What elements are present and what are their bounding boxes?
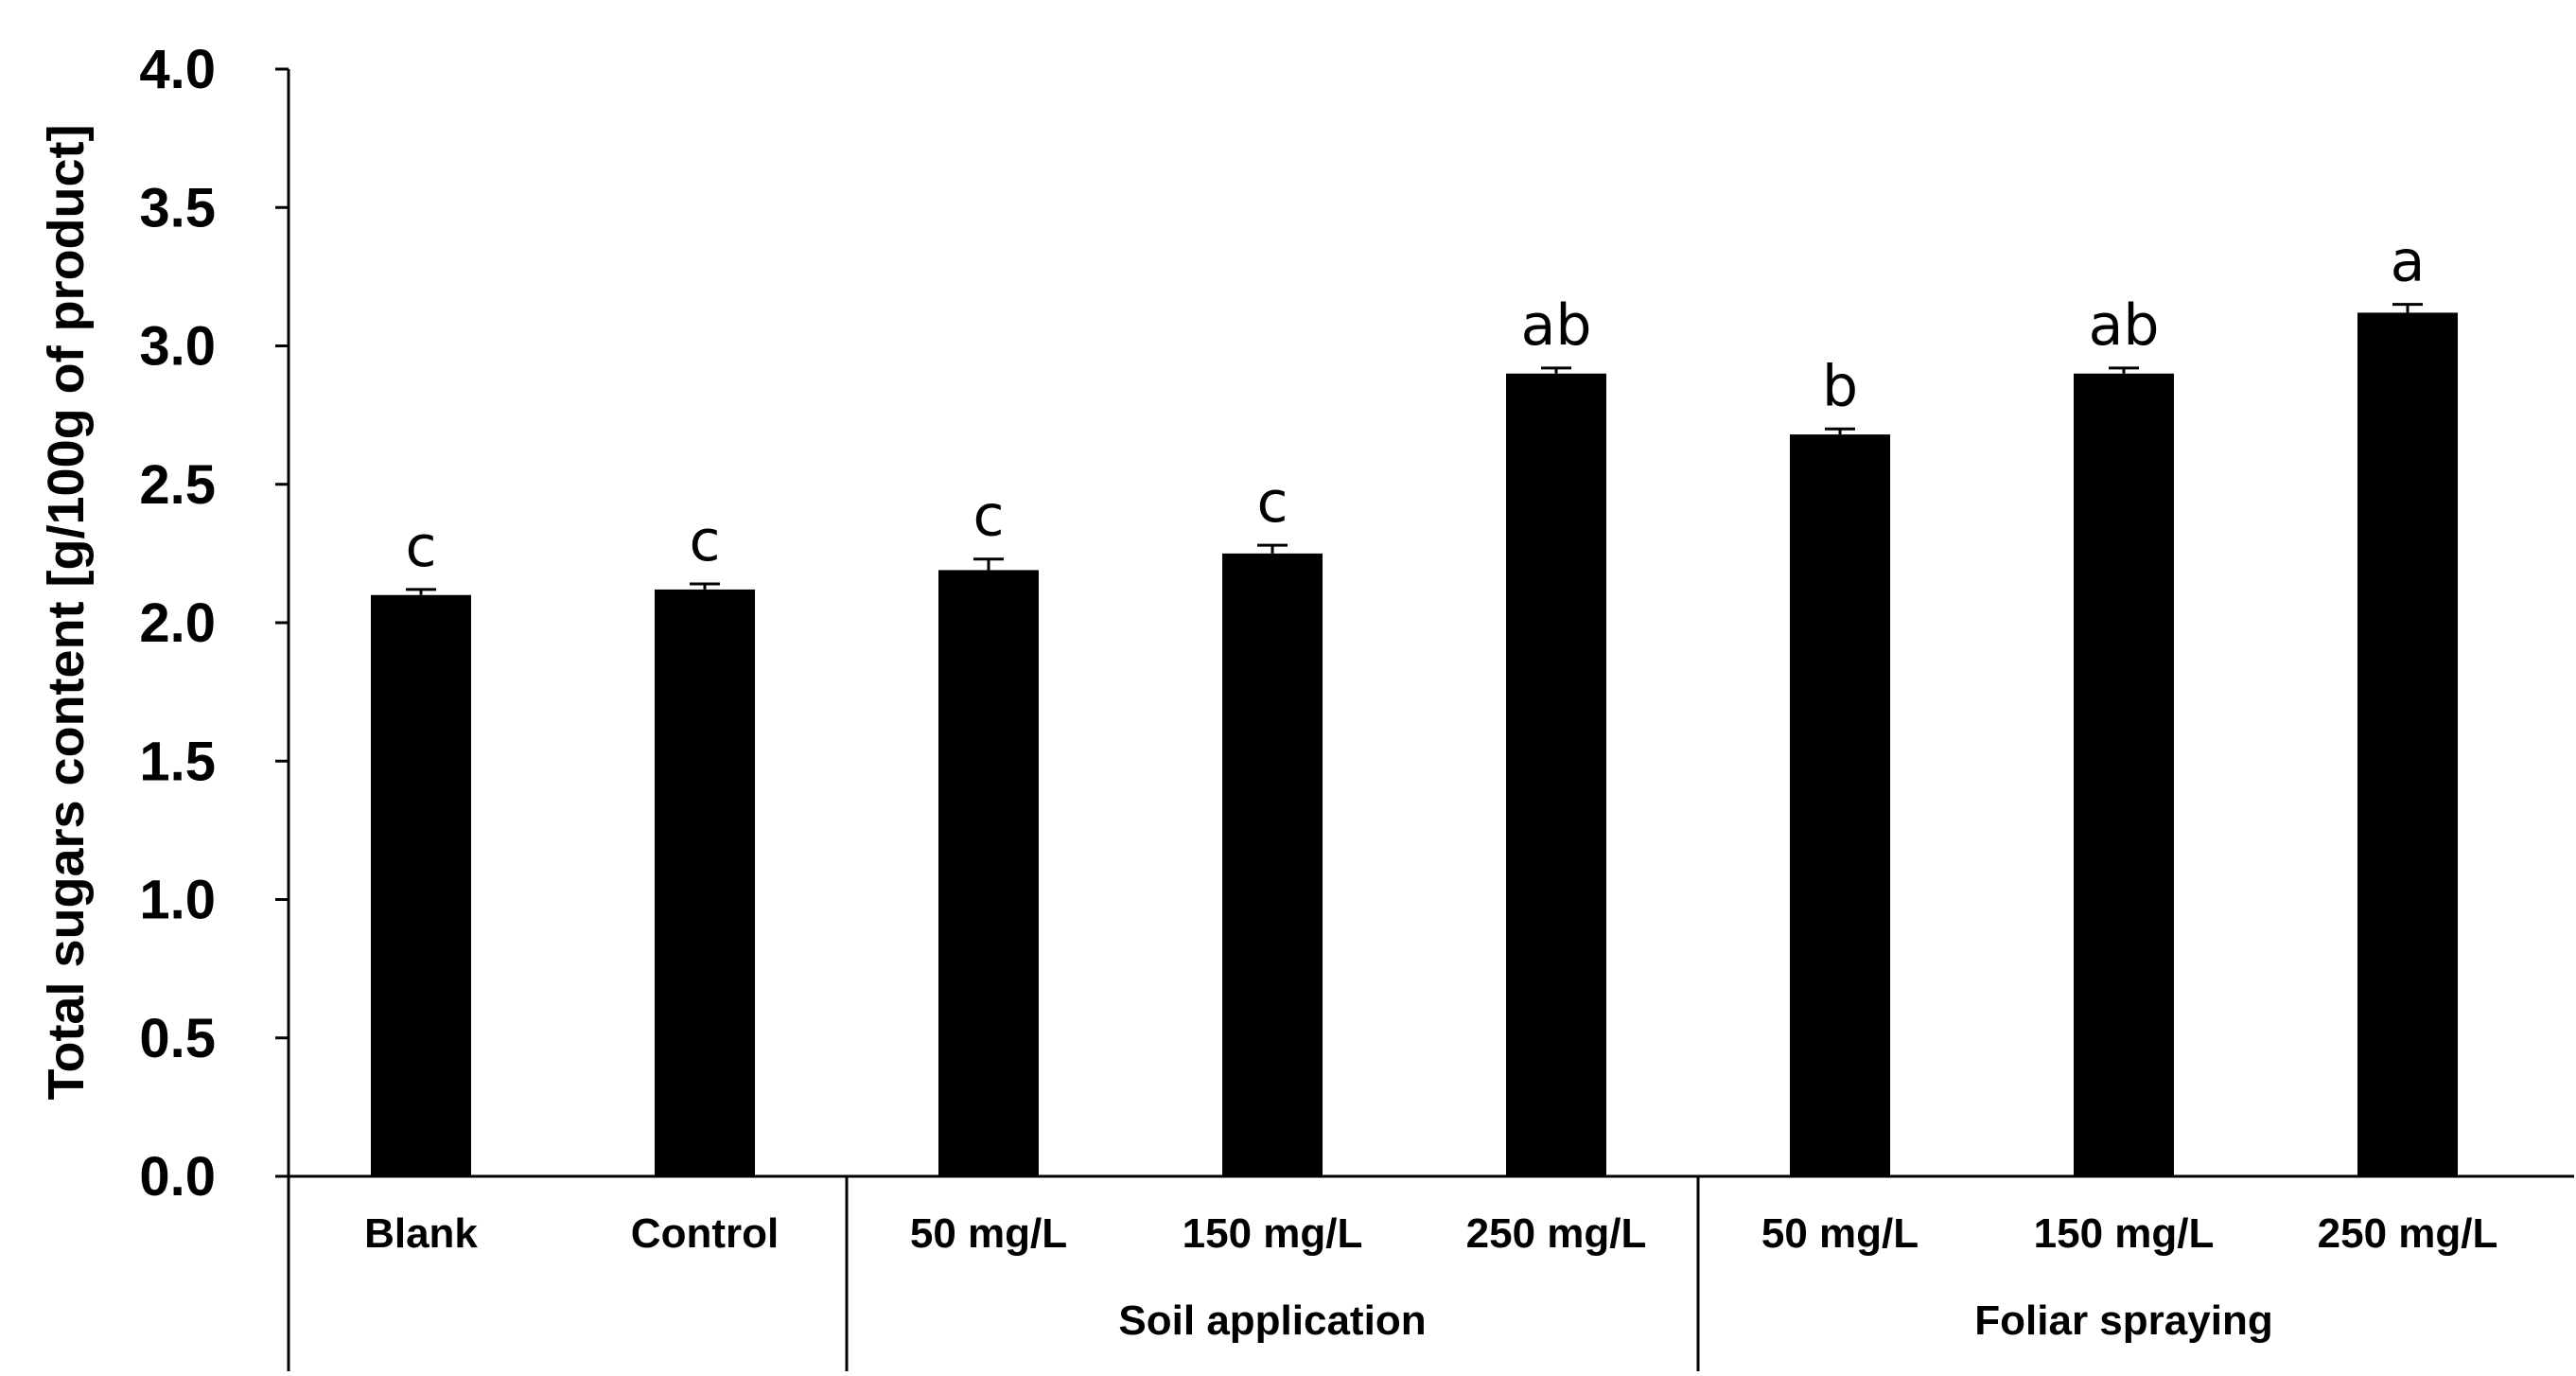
group-label: Soil application — [1118, 1297, 1426, 1344]
group-labels: Soil application Foliar spraying — [287, 1176, 2273, 1371]
y-tick-label: 1.5 — [139, 731, 216, 792]
bar — [938, 570, 1039, 1176]
x-tick-label: 250 mg/L — [2318, 1210, 2498, 1257]
y-tick-label: 3.5 — [139, 177, 216, 238]
significance-label: ab — [1521, 292, 1592, 359]
significance-label: c — [1257, 469, 1288, 536]
y-tick-label: 2.5 — [139, 454, 216, 516]
y-tick-label: 1.0 — [139, 870, 216, 931]
x-axis-labels: Blank Control 50 mg/L 150 mg/L 250 mg/L 50 mg… — [364, 1210, 2497, 1257]
y-tick-label: 0.5 — [139, 1008, 216, 1069]
y-axis-title: Total sugars content [g/100g of product] — [38, 124, 95, 1100]
group-label: Foliar spraying — [1974, 1297, 2272, 1344]
significance-label: a — [2391, 229, 2426, 295]
bar — [2357, 312, 2458, 1176]
bars — [371, 312, 2458, 1177]
x-tick-label: 50 mg/L — [910, 1210, 1067, 1257]
y-axis-ticks: 0.0 0.5 1.0 1.5 2.0 2.5 3.0 3.5 4.0 — [139, 39, 289, 1208]
x-tick-label: Control — [631, 1210, 779, 1257]
x-tick-label: 50 mg/L — [1761, 1210, 1919, 1257]
significance-label: c — [973, 484, 1005, 550]
significance-labels: c c c c ab b ab a — [406, 229, 2426, 580]
x-tick-label: 250 mg/L — [1466, 1210, 1647, 1257]
significance-label: c — [406, 514, 437, 580]
bar — [1790, 434, 1890, 1177]
x-tick-label: 150 mg/L — [2034, 1210, 2215, 1257]
axes — [287, 69, 2574, 1178]
bar — [1506, 373, 1606, 1176]
x-tick-label: Blank — [364, 1210, 478, 1257]
y-axis-title-group: Total sugars content [g/100g of product] — [38, 124, 95, 1100]
error-bars — [406, 303, 2423, 595]
bar — [2074, 373, 2174, 1176]
y-tick-label: 2.0 — [139, 592, 216, 654]
bar — [655, 589, 755, 1176]
y-tick-label: 0.0 — [139, 1146, 216, 1208]
significance-label: b — [1822, 353, 1858, 419]
significance-label: ab — [2089, 292, 2160, 359]
bar — [371, 594, 471, 1176]
y-tick-label: 4.0 — [139, 39, 216, 100]
bar — [1222, 553, 1323, 1176]
significance-label: c — [690, 508, 721, 574]
x-tick-label: 150 mg/L — [1183, 1210, 1363, 1257]
y-tick-label: 3.0 — [139, 316, 216, 378]
